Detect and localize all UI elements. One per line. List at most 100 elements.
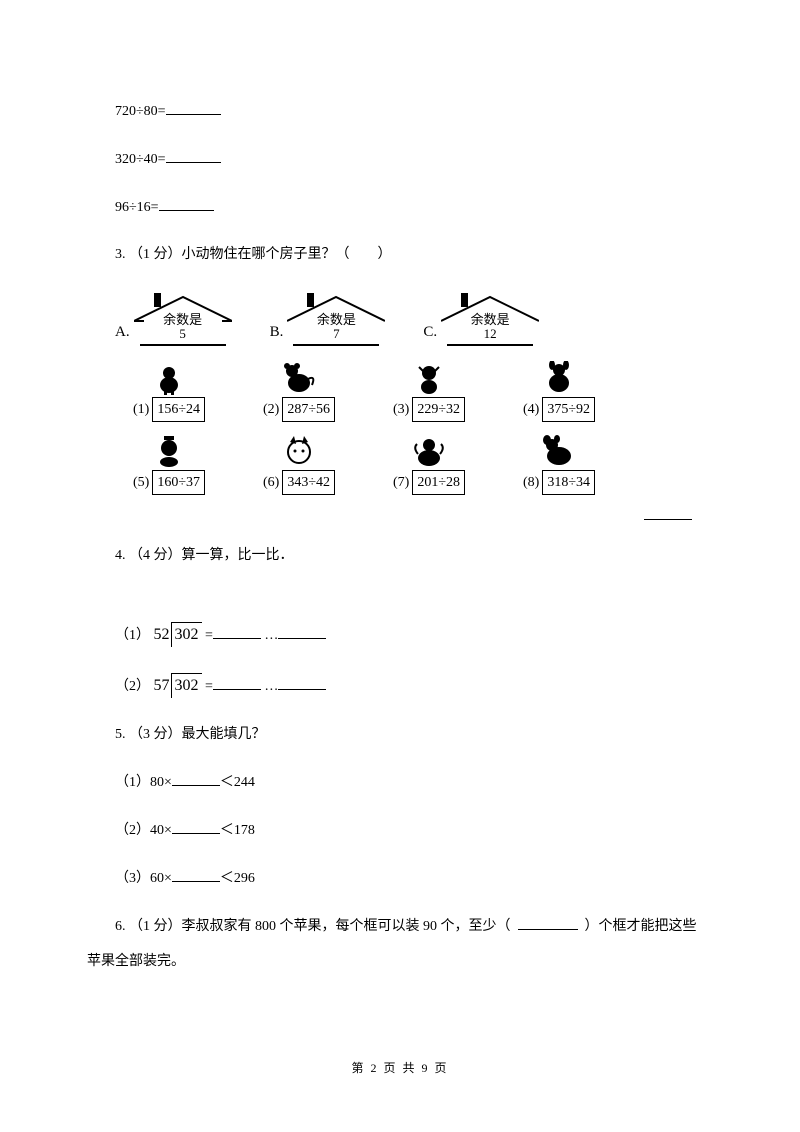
animal-expression: 287÷56 xyxy=(282,397,335,422)
animal-icon xyxy=(282,432,316,468)
house-c: C. 余数是 12 xyxy=(423,291,539,347)
eq1-text: 720÷80= xyxy=(115,104,166,119)
q4-2-longdiv: 57302 xyxy=(154,673,202,698)
spacer xyxy=(115,592,710,622)
question-3-title: 3. （1 分）小动物住在哪个房子里？（ ） xyxy=(115,244,710,265)
q4-equals-2: = xyxy=(205,679,213,694)
q5-text: 5. （3 分）最大能填几？ xyxy=(115,727,266,742)
q4-1-label: （1） xyxy=(115,628,150,643)
animal-item: (3)229÷32 xyxy=(375,359,483,422)
eq1-blank[interactable] xyxy=(166,100,221,115)
animal-item: (6)343÷42 xyxy=(245,432,353,495)
q3-text: 3. （1 分）小动物住在哪个房子里？（ ） xyxy=(115,247,392,262)
q4-equals: = xyxy=(205,628,213,643)
q4-2-label: （2） xyxy=(115,679,150,694)
equation-3: 96÷16= xyxy=(115,196,710,218)
house-c-line2: 12 xyxy=(441,327,539,341)
question-6-line2: 苹果全部装完。 xyxy=(87,951,710,972)
q5-3-label: （3）60× xyxy=(115,871,172,886)
q5-item-2: （2）40× ＜178 xyxy=(115,819,710,841)
house-a-letter: A. xyxy=(115,321,130,348)
q4-item-1: （1） 52302 = … xyxy=(115,622,710,647)
houses-row: A. 余数是 5 B. xyxy=(115,291,710,347)
eq2-blank[interactable] xyxy=(166,148,221,163)
animal-item: (5)160÷37 xyxy=(115,432,223,495)
equation-2: 320÷40= xyxy=(115,148,710,170)
q4-1-blank1[interactable] xyxy=(213,624,261,639)
animal-icon xyxy=(154,359,184,395)
q4-1-longdiv: 52302 xyxy=(154,622,202,647)
equation-1: 720÷80= xyxy=(115,100,710,122)
q4-2-blank1[interactable] xyxy=(213,675,261,690)
house-b-line2: 7 xyxy=(287,327,385,341)
q4-text: 4. （4 分）算一算，比一比． xyxy=(115,548,294,563)
q5-item-1: （1）80×＜244 xyxy=(115,771,710,793)
animal-expression: 201÷28 xyxy=(412,470,465,495)
animal-num: (8) xyxy=(523,472,539,493)
q6-blank[interactable] xyxy=(518,915,578,930)
animal-item: (1)156÷24 xyxy=(115,359,223,422)
animal-icon xyxy=(413,359,445,395)
q4-1-divisor: 52 xyxy=(154,623,171,647)
question-3-figure: A. 余数是 5 B. xyxy=(115,291,710,527)
house-a-line1: 余数是 xyxy=(134,313,232,327)
animal-expression: 318÷34 xyxy=(542,470,595,495)
q6-post: ）个框才能把这些 xyxy=(585,919,697,934)
animal-num: (7) xyxy=(393,472,409,493)
animal-icon xyxy=(282,359,316,395)
q5-3-blank[interactable] xyxy=(172,867,220,882)
q5-item-3: （3）60× ＜296 xyxy=(115,867,710,889)
house-c-letter: C. xyxy=(423,321,437,348)
animal-num: (6) xyxy=(263,472,279,493)
q4-item-2: （2） 57302 = … xyxy=(115,673,710,698)
eq2-text: 320÷40= xyxy=(115,152,166,167)
animal-item: (2)287÷56 xyxy=(245,359,353,422)
animal-icon xyxy=(542,432,576,468)
animal-num: (3) xyxy=(393,399,409,420)
page-content: 720÷80= 320÷40= 96÷16= 3. （1 分）小动物住在哪个房子… xyxy=(0,0,800,1058)
footer-text: 第 2 页 共 9 页 xyxy=(351,1061,448,1075)
q5-2-blank[interactable] xyxy=(172,819,220,834)
animal-icon xyxy=(413,432,445,468)
animal-expression: 375÷92 xyxy=(542,397,595,422)
house-b-line1: 余数是 xyxy=(287,313,385,327)
house-a-shape: 余数是 5 xyxy=(134,291,232,347)
animal-num: (1) xyxy=(133,399,149,420)
eq3-blank[interactable] xyxy=(159,196,214,211)
question-4-title: 4. （4 分）算一算，比一比． xyxy=(115,545,710,566)
q5-1-blank[interactable] xyxy=(172,771,220,786)
question-5-title: 5. （3 分）最大能填几？ xyxy=(115,724,710,745)
q4-1-blank2[interactable] xyxy=(278,624,326,639)
animal-icon xyxy=(153,432,185,468)
q4-2-divisor: 57 xyxy=(154,674,171,698)
q5-3-tail: ＜296 xyxy=(220,871,255,886)
animal-num: (2) xyxy=(263,399,279,420)
animal-item: (7)201÷28 xyxy=(375,432,483,495)
q4-2-blank2[interactable] xyxy=(278,675,326,690)
q5-2-label: （2）40× xyxy=(115,823,172,838)
question-6: 6. （1 分）李叔叔家有 800 个苹果，每个框可以装 90 个，至少（ ）个… xyxy=(115,915,710,937)
page-footer: 第 2 页 共 9 页 xyxy=(0,1059,800,1076)
animal-expression: 156÷24 xyxy=(152,397,205,422)
q5-2-tail: ＜178 xyxy=(220,823,255,838)
house-a: A. 余数是 5 xyxy=(115,291,232,347)
house-b-letter: B. xyxy=(270,321,284,348)
house-b: B. 余数是 7 xyxy=(270,291,386,347)
animal-item: (8)318÷34 xyxy=(505,432,613,495)
animal-num: (5) xyxy=(133,472,149,493)
animal-num: (4) xyxy=(523,399,539,420)
q5-1-label: （1）80× xyxy=(115,775,172,790)
eq3-text: 96÷16= xyxy=(115,200,159,215)
animals-row-1: (1)156÷24 (2)287÷56 (3)229÷32 (4)375÷92 xyxy=(115,359,710,422)
animal-item: (4)375÷92 xyxy=(505,359,613,422)
animal-expression: 229÷32 xyxy=(412,397,465,422)
q4-dots-2: … xyxy=(264,679,278,694)
q4-2-dividend: 302 xyxy=(171,673,202,698)
q3-answer-blank[interactable] xyxy=(644,505,692,520)
q6-pre: 6. （1 分）李叔叔家有 800 个苹果，每个框可以装 90 个，至少（ xyxy=(115,919,511,934)
animal-icon xyxy=(543,359,575,395)
house-a-line2: 5 xyxy=(134,327,232,341)
animals-row-2: (5)160÷37 (6)343÷42 (7)201÷28 (8)318÷34 xyxy=(115,432,710,495)
q4-dots: … xyxy=(264,628,278,643)
house-c-shape: 余数是 12 xyxy=(441,291,539,347)
